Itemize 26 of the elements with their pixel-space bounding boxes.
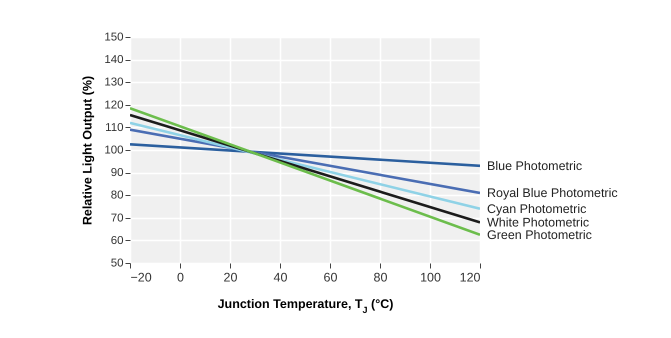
y-tick-label: 140 — [104, 54, 124, 66]
series-label: Green Photometric — [487, 228, 592, 242]
series-label: Blue Photometric — [487, 158, 582, 173]
x-tick-label: 40 — [274, 270, 288, 284]
y-tick-label: 70 — [110, 212, 124, 224]
series-label: Royal Blue Photometric — [487, 186, 618, 200]
y-axis-title: Relative Light Output (%) — [80, 76, 94, 226]
y-tick-label: 130 — [104, 76, 124, 89]
x-tick-label: 60 — [324, 270, 338, 284]
x-axis-title: Junction Temperature, T$_{J}$ (°C) — [218, 297, 394, 315]
y-tick-label: 110 — [105, 122, 124, 134]
y-tick-label: 80 — [110, 190, 124, 202]
x-tick-label: −20 — [130, 270, 152, 284]
y-tick-label: 150 — [104, 32, 124, 44]
y-tick-label: 100 — [104, 144, 124, 156]
series-label: Cyan Photometric — [487, 202, 586, 216]
series-label: White Photometric — [487, 215, 590, 230]
x-tick-label: 80 — [374, 270, 388, 284]
x-tick-label: 20 — [224, 270, 238, 284]
x-tick-label: 0 — [177, 270, 184, 284]
x-tick-label: 100 — [420, 270, 441, 284]
y-tick-label: 90 — [110, 167, 124, 180]
x-tick-label: 120 — [460, 270, 481, 284]
y-tick-label: 60 — [110, 234, 124, 247]
y-tick-label: 120 — [104, 99, 124, 112]
y-tick-label: 50 — [110, 258, 124, 270]
